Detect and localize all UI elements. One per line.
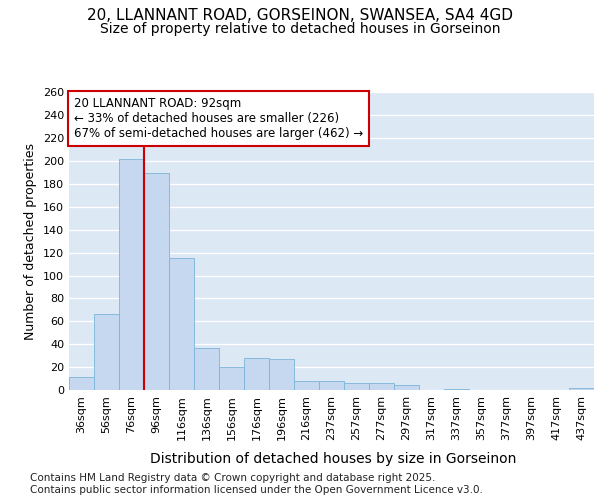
Bar (244, 358, 269, 390)
Bar (319, 381, 344, 390)
Bar (394, 386, 419, 390)
Y-axis label: Number of detached properties: Number of detached properties (25, 143, 37, 340)
Text: Contains HM Land Registry data © Crown copyright and database right 2025.
Contai: Contains HM Land Registry data © Crown c… (30, 474, 483, 495)
Bar (219, 367, 244, 390)
Bar (144, 172, 169, 390)
Bar (344, 383, 369, 390)
Bar (119, 159, 144, 390)
Text: 20, LLANNANT ROAD, GORSEINON, SWANSEA, SA4 4GD: 20, LLANNANT ROAD, GORSEINON, SWANSEA, S… (87, 8, 513, 22)
Bar (269, 359, 294, 390)
Bar (369, 383, 394, 390)
Bar (294, 381, 319, 390)
Bar (444, 389, 469, 390)
Text: Size of property relative to detached houses in Gorseinon: Size of property relative to detached ho… (100, 22, 500, 36)
Text: Distribution of detached houses by size in Gorseinon: Distribution of detached houses by size … (150, 452, 516, 466)
Bar (169, 258, 194, 390)
Text: 20 LLANNANT ROAD: 92sqm
← 33% of detached houses are smaller (226)
67% of semi-d: 20 LLANNANT ROAD: 92sqm ← 33% of detache… (74, 97, 364, 140)
Bar (69, 378, 94, 390)
Bar (194, 348, 219, 390)
Bar (94, 314, 119, 390)
Bar (569, 388, 594, 390)
